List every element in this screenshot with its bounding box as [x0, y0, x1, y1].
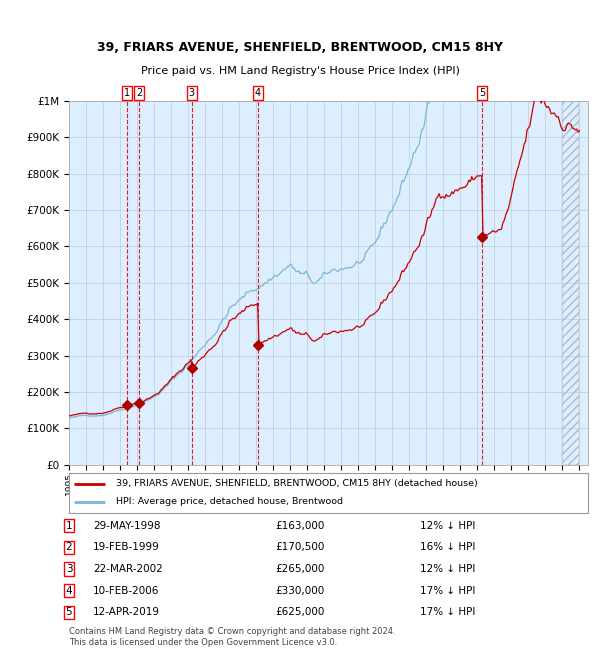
Text: This data is licensed under the Open Government Licence v3.0.: This data is licensed under the Open Gov…: [69, 638, 337, 647]
Text: 4: 4: [65, 586, 73, 595]
Text: 19-FEB-1999: 19-FEB-1999: [93, 542, 160, 552]
Text: £625,000: £625,000: [275, 607, 325, 617]
Text: 2: 2: [136, 88, 142, 98]
Text: 10-FEB-2006: 10-FEB-2006: [93, 586, 160, 595]
Text: 1: 1: [65, 521, 73, 531]
Text: 2: 2: [65, 542, 73, 552]
Text: 5: 5: [479, 88, 485, 98]
Text: 5: 5: [65, 607, 73, 617]
Text: HPI: Average price, detached house, Brentwood: HPI: Average price, detached house, Bren…: [116, 497, 343, 506]
Text: 39, FRIARS AVENUE, SHENFIELD, BRENTWOOD, CM15 8HY: 39, FRIARS AVENUE, SHENFIELD, BRENTWOOD,…: [97, 41, 503, 54]
Text: Contains HM Land Registry data © Crown copyright and database right 2024.: Contains HM Land Registry data © Crown c…: [69, 627, 395, 636]
Text: 3: 3: [189, 88, 195, 98]
Text: Price paid vs. HM Land Registry's House Price Index (HPI): Price paid vs. HM Land Registry's House …: [140, 66, 460, 76]
Text: 17% ↓ HPI: 17% ↓ HPI: [420, 586, 475, 595]
Text: £170,500: £170,500: [275, 542, 325, 552]
Text: 29-MAY-1998: 29-MAY-1998: [93, 521, 161, 531]
Text: 12% ↓ HPI: 12% ↓ HPI: [420, 521, 475, 531]
Text: 4: 4: [255, 88, 261, 98]
Text: £330,000: £330,000: [275, 586, 325, 595]
Text: 17% ↓ HPI: 17% ↓ HPI: [420, 607, 475, 617]
Text: 16% ↓ HPI: 16% ↓ HPI: [420, 542, 475, 552]
Text: 12-APR-2019: 12-APR-2019: [93, 607, 160, 617]
Text: 12% ↓ HPI: 12% ↓ HPI: [420, 564, 475, 574]
Text: 1: 1: [124, 88, 130, 98]
Text: £265,000: £265,000: [275, 564, 325, 574]
Text: £163,000: £163,000: [275, 521, 325, 531]
Text: 22-MAR-2002: 22-MAR-2002: [93, 564, 163, 574]
Text: 3: 3: [65, 564, 73, 574]
Text: 39, FRIARS AVENUE, SHENFIELD, BRENTWOOD, CM15 8HY (detached house): 39, FRIARS AVENUE, SHENFIELD, BRENTWOOD,…: [116, 479, 478, 488]
